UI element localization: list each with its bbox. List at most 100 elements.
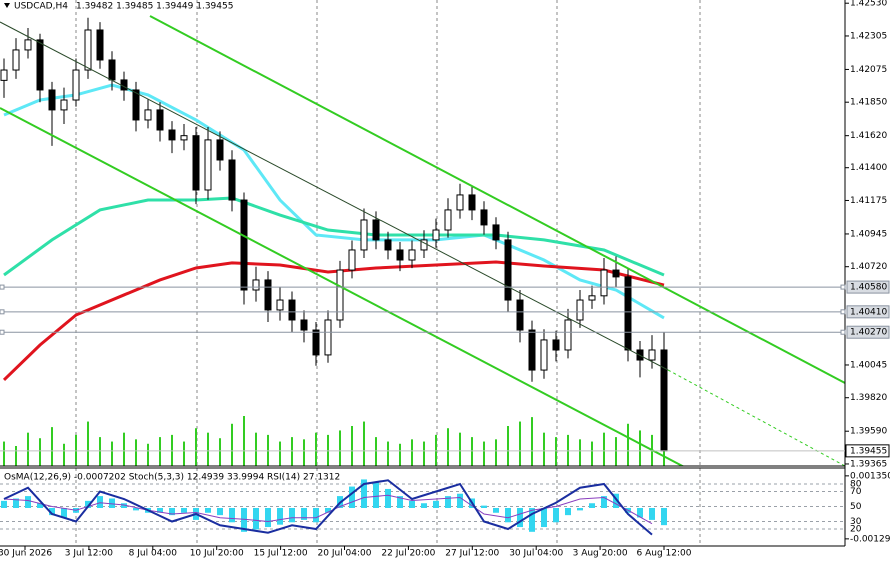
candle-body — [492, 224, 500, 241]
oscillator-title: OsMA(12,26,9) -0.0007202 Stoch(5,3,3) 12… — [4, 473, 340, 483]
volume-bar — [147, 443, 149, 466]
osma-bar — [133, 508, 139, 511]
y-tick-label: 1.42530 — [850, 0, 887, 9]
x-tick-label: 30 Jun 2026 — [0, 549, 52, 559]
osma-bar — [505, 508, 511, 523]
candle-body — [348, 249, 356, 271]
volume-bar — [111, 441, 113, 466]
level-marker — [0, 329, 5, 335]
volume-bar — [207, 432, 209, 466]
osma-bar — [217, 508, 223, 516]
volume-bar — [123, 432, 125, 466]
menu-arrow — [4, 3, 10, 8]
candle-body — [84, 29, 92, 71]
volume-bar — [3, 441, 5, 466]
candle-body — [0, 69, 8, 81]
osma-bar — [637, 508, 643, 518]
osma-bar — [589, 503, 595, 508]
candle-body — [72, 69, 80, 101]
candle-body — [432, 229, 440, 241]
x-tick-label: 3 Jul 12:00 — [65, 549, 114, 559]
osma-bar — [241, 508, 247, 532]
volume-bar — [135, 439, 137, 466]
level-marker — [840, 284, 846, 290]
x-tick-label: 27 Jul 12:00 — [445, 549, 499, 559]
moving-average — [3, 196, 665, 277]
level-tick-label: 80 — [850, 480, 862, 490]
level-label: 1.40270 — [850, 328, 887, 338]
volume-bar — [639, 430, 641, 466]
osma-bar — [301, 508, 307, 520]
y-tick-label: 1.39590 — [850, 427, 887, 437]
volume-bar — [459, 432, 461, 466]
volume-bar — [15, 446, 17, 466]
osma-bar — [313, 508, 319, 523]
candle-body — [384, 239, 392, 251]
level-marker — [0, 309, 5, 315]
candle-body — [324, 319, 332, 356]
volume-bar — [219, 438, 221, 466]
osma-bar — [385, 488, 391, 508]
osma-bar — [577, 508, 583, 511]
volume-bar — [399, 443, 401, 466]
volume-bar — [615, 437, 617, 466]
level-label-box — [846, 325, 890, 339]
candle-body — [276, 299, 284, 311]
volume-bar — [483, 441, 485, 466]
candle-body — [396, 249, 404, 261]
volume-bar — [99, 437, 101, 466]
week-separators — [75, 0, 701, 546]
volume-bar — [63, 443, 65, 466]
candle-body — [468, 194, 476, 211]
candle-body — [312, 329, 320, 356]
y-tick-label: 1.41620 — [850, 131, 887, 141]
osma-bar — [397, 496, 403, 508]
level-tick-label: 20 — [850, 525, 862, 535]
osma-bar — [601, 496, 607, 508]
candle-body — [60, 99, 68, 111]
osma-bar — [433, 500, 439, 508]
volume-bar — [471, 437, 473, 466]
level-marker — [0, 284, 5, 290]
volume-bar — [351, 426, 353, 466]
osma-tick-label: -0.0012960 — [850, 534, 890, 544]
y-tick-label: 1.42075 — [850, 65, 887, 75]
candle-body — [24, 39, 32, 51]
volume-bar — [255, 432, 257, 466]
osma-bar — [457, 493, 463, 508]
osma-bar — [373, 481, 379, 508]
volume-bar — [519, 421, 521, 466]
osma-bar — [661, 508, 667, 526]
level-tick-label: 50 — [850, 502, 862, 512]
stoch-line — [3, 479, 653, 536]
volume-bar — [363, 421, 365, 466]
osma-bar — [1, 500, 7, 508]
moving-average — [3, 83, 665, 320]
candle-body — [660, 349, 668, 452]
candle-body — [108, 59, 116, 81]
ohlc-header: 1.39482 1.39485 1.39449 1.39455 — [76, 2, 233, 12]
osma-bar — [565, 508, 571, 516]
candle-body — [372, 219, 380, 241]
osma-bar — [277, 508, 283, 525]
osma-bar — [445, 496, 451, 508]
candle-body — [144, 109, 152, 121]
candle-body — [204, 139, 212, 191]
candle-body — [168, 129, 176, 141]
candle-body — [240, 199, 248, 291]
y-tick-label: 1.41175 — [850, 196, 887, 206]
volume-bar — [243, 416, 245, 466]
osma-bar — [493, 508, 499, 513]
candle-body — [12, 49, 20, 71]
candle-body — [516, 299, 524, 331]
candle-body — [444, 209, 452, 231]
osma-bar — [169, 508, 175, 516]
osma-bar — [97, 496, 103, 508]
volume-bar — [39, 438, 41, 466]
x-tick-label: 8 Jul 04:00 — [129, 549, 178, 559]
volume-bar — [339, 430, 341, 466]
level-tick-label: 70 — [850, 487, 862, 497]
candle-body — [612, 269, 620, 278]
osma-bar — [109, 498, 115, 508]
